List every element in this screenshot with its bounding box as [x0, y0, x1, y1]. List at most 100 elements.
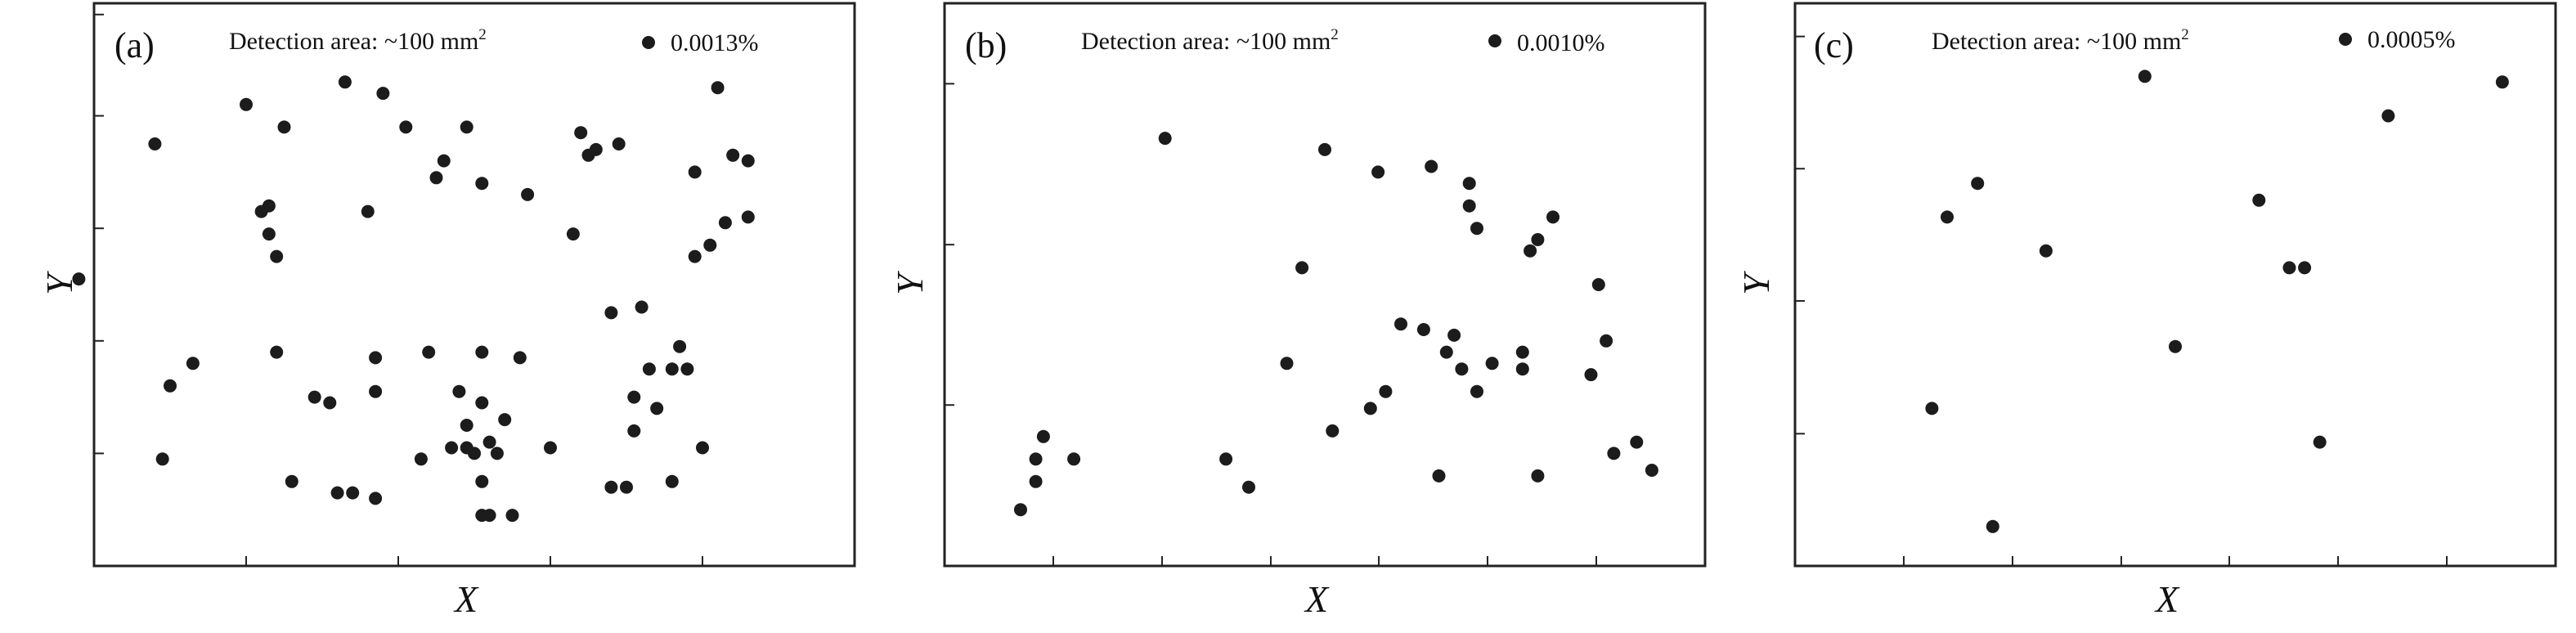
panel-c-point-9 [2298, 261, 2312, 275]
panel-b: (b) Detection area: ~100 mm2 0.0010% X Y [889, 2, 1707, 620]
panel-c-point-6 [2169, 339, 2182, 353]
panel-a-point-13 [307, 390, 321, 404]
panel-c-point-1 [1941, 210, 1954, 224]
panel-a-annotation-text: Detection area: ~100 mm [229, 28, 478, 55]
panel-c-point-10 [2313, 435, 2327, 449]
panel-b-point-26 [1485, 357, 1499, 370]
panel-a-point-40 [482, 509, 496, 523]
panel-c-point-12 [2495, 75, 2509, 89]
panel-b-point-6 [1219, 452, 1233, 466]
panel-a-point-57 [635, 300, 648, 314]
panel-b-label: (b) [965, 25, 1007, 65]
panel-c-point-5 [2138, 70, 2152, 83]
panel-a-point-2 [155, 452, 169, 466]
panel-b-point-1 [1029, 452, 1043, 466]
panel-a-point-16 [338, 75, 352, 89]
panel-a-point-37 [475, 396, 489, 410]
panel-a-point-44 [513, 351, 527, 365]
panel-a-legend-marker [642, 36, 655, 49]
panel-a-point-48 [574, 126, 588, 140]
panel-a-point-11 [277, 120, 291, 134]
panel-a-point-4 [186, 357, 200, 370]
panel-a-point-26 [429, 171, 443, 185]
panel-a-ylabel: Y [38, 271, 80, 295]
panel-c-point-8 [2282, 261, 2296, 275]
panel-b-point-14 [1379, 384, 1393, 398]
panel-c-annotation: Detection area: ~100 mm2 [1932, 26, 2189, 55]
panel-b-point-7 [1242, 480, 1255, 494]
panel-b-point-21 [1455, 362, 1469, 376]
panel-b-legend-text: 0.0010% [1517, 29, 1605, 56]
panel-a-point-47 [566, 227, 580, 241]
panel-a-point-22 [376, 87, 390, 101]
panel-a-point-3 [164, 379, 177, 393]
panel-a-point-33 [468, 447, 481, 460]
panel-a: (a) Detection area: ~100 mm2 0.0013% X Y [38, 2, 856, 620]
panel-a-point-41 [490, 447, 504, 460]
panel-a-point-64 [688, 165, 702, 179]
panel-c-point-11 [2381, 109, 2395, 123]
panel-a-points [72, 75, 755, 523]
panel-b-point-3 [1036, 429, 1050, 443]
panel-b-point-28 [1515, 345, 1529, 359]
panel-b-point-37 [1630, 435, 1644, 449]
panel-a-point-50 [589, 142, 603, 156]
panel-a-point-54 [620, 480, 633, 494]
panel-a-point-17 [346, 486, 360, 500]
panel-a-point-62 [673, 339, 687, 353]
panel-b-point-23 [1462, 199, 1476, 213]
panel-a-point-19 [369, 384, 383, 398]
panel-b-point-29 [1524, 244, 1537, 258]
panel-a-frame [92, 2, 856, 568]
panel-a-point-7 [262, 199, 276, 213]
panel-b-point-12 [1363, 402, 1377, 415]
panel-c-point-7 [2252, 193, 2266, 207]
panel-c-ticks [1795, 35, 2448, 566]
panel-c-point-0 [1925, 402, 1939, 415]
panel-a-point-10 [270, 249, 284, 263]
panel-c: (c) Detection area: ~100 mm2 0.0005% X Y [1735, 2, 2557, 620]
panel-b-point-4 [1067, 452, 1081, 466]
panel-a-xlabel: X [453, 578, 479, 620]
panel-a-point-29 [452, 384, 466, 398]
panel-a-annotation: Detection area: ~100 mm2 [229, 26, 487, 55]
panel-b-point-32 [1546, 210, 1560, 224]
panel-a-point-5 [240, 97, 253, 111]
panel-a-point-53 [612, 137, 626, 150]
panel-a-point-1 [148, 137, 162, 150]
panel-a-point-63 [680, 362, 694, 376]
panel-a-point-34 [475, 177, 489, 191]
panel-a-point-31 [460, 419, 473, 432]
panel-b-point-27 [1515, 362, 1529, 376]
panel-b-legend-marker [1488, 34, 1501, 47]
panel-b-point-16 [1416, 323, 1430, 336]
panel-a-point-67 [703, 238, 717, 252]
panel-a-point-9 [270, 345, 284, 359]
panel-b-point-18 [1432, 469, 1446, 483]
panel-a-point-46 [544, 441, 557, 455]
panel-b-point-20 [1447, 328, 1461, 342]
panel-b-point-13 [1371, 165, 1385, 179]
panel-b-point-8 [1280, 357, 1294, 370]
panel-c-ylabel: Y [1735, 271, 1777, 295]
panel-a-point-14 [323, 396, 337, 410]
panel-c-legend-marker [2339, 33, 2352, 46]
panel-b-ticks [945, 83, 1598, 566]
panel-a-point-68 [711, 81, 725, 95]
panel-c-annotation-sup: 2 [2181, 26, 2189, 43]
panel-b-ylabel: Y [889, 271, 931, 295]
panel-a-point-52 [604, 306, 618, 320]
panel-a-point-36 [475, 345, 489, 359]
panel-b-point-0 [1014, 503, 1027, 517]
panel-c-legend-text: 0.0005% [2367, 26, 2456, 53]
panel-a-point-35 [475, 474, 489, 488]
panel-b-point-15 [1394, 317, 1407, 331]
panel-a-point-43 [505, 509, 519, 523]
panel-b-point-5 [1158, 132, 1172, 146]
panel-b-point-10 [1318, 142, 1331, 156]
panel-b-annotation-sup: 2 [1331, 26, 1339, 43]
panel-b-point-34 [1591, 278, 1605, 291]
panel-b-frame [943, 2, 1707, 568]
panel-a-legend-text: 0.0013% [671, 29, 759, 56]
panel-c-points [1925, 70, 2509, 533]
